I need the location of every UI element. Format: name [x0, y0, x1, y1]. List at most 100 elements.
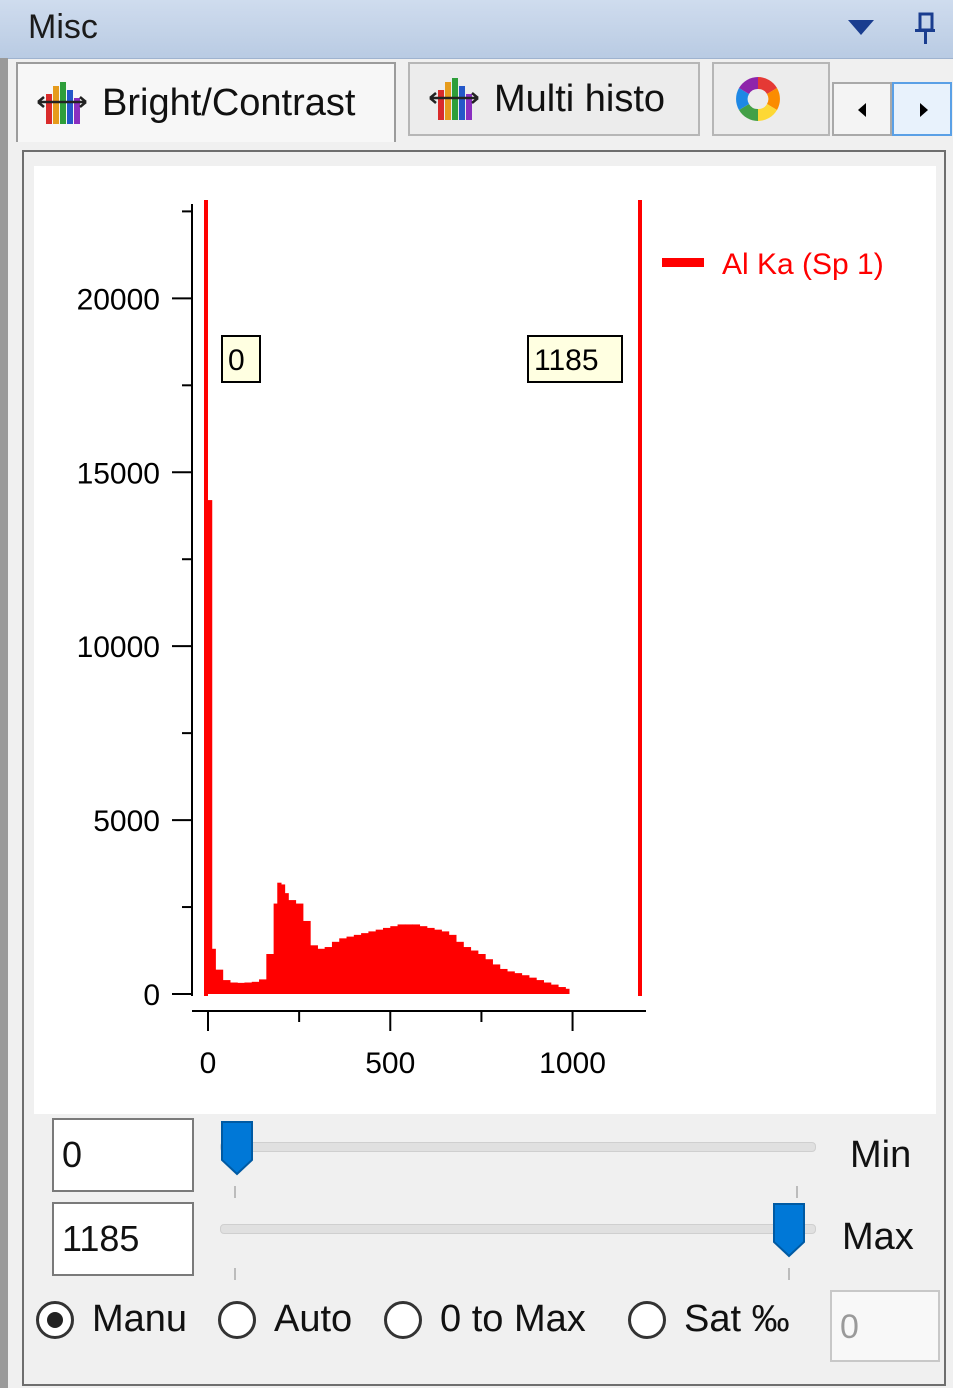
histogram-bar [550, 984, 559, 994]
y-tick-label: 0 [143, 979, 160, 1012]
panel-title: Misc [28, 8, 98, 46]
histogram-bar [215, 969, 224, 994]
radio-label: Sat ‰ [684, 1298, 790, 1340]
histogram-bar [331, 941, 340, 994]
histogram-bar [368, 931, 377, 994]
radio-button[interactable] [218, 1300, 256, 1339]
min-label: Min [850, 1134, 912, 1176]
histogram-bar [302, 920, 311, 994]
legend-label: Al Ka (Sp 1) [722, 248, 884, 281]
max-value-input[interactable]: 1185 [52, 1202, 194, 1276]
histogram-bar [499, 968, 508, 994]
histogram-bar [277, 882, 282, 994]
scroll-right-icon [920, 103, 928, 117]
tab-bright-contrast[interactable]: Bright/Contrast [16, 62, 396, 142]
min-slider-track[interactable] [220, 1142, 816, 1152]
histogram-bar [208, 500, 213, 994]
max-slider-tick [234, 1268, 236, 1280]
radio-auto[interactable]: Auto [218, 1298, 352, 1341]
radio-label: Manu [92, 1298, 188, 1340]
min-marker-text: 0 [228, 344, 245, 377]
radio-button[interactable] [628, 1300, 666, 1339]
tab-label: Multi histo [494, 77, 666, 120]
histogram-bar [222, 980, 231, 994]
dropdown-arrow-icon[interactable] [848, 20, 874, 35]
histogram-bar [419, 926, 428, 994]
histogram-bar [557, 987, 566, 994]
histogram-bar [375, 929, 384, 994]
histogram-bar [397, 924, 406, 994]
max-slider-thumb[interactable] [772, 1202, 806, 1258]
histogram-bar [470, 950, 479, 994]
y-tick-label: 15000 [77, 457, 160, 490]
max-marker-label: 1185 [527, 335, 623, 383]
y-tick-label: 20000 [77, 283, 160, 316]
x-tick-label: 1000 [539, 1047, 606, 1080]
radio-sat-permille[interactable]: Sat ‰ [628, 1298, 790, 1341]
histogram-bar [565, 988, 570, 994]
histogram-bar [280, 884, 286, 994]
histogram-bar [211, 948, 216, 994]
left-edge [0, 58, 8, 1388]
histogram-bar [229, 982, 238, 994]
y-tick-label: 5000 [93, 805, 160, 838]
histogram-bar [404, 924, 413, 994]
color-wheel-icon [736, 77, 780, 121]
histogram-bar [448, 934, 457, 994]
histogram-bar [455, 941, 464, 994]
scroll-right-button[interactable] [892, 82, 952, 136]
tab-color-wheel[interactable] [712, 62, 830, 136]
radio-manu[interactable]: Manu [36, 1298, 187, 1341]
histogram-bar [346, 936, 355, 994]
radio-label: 0 to Max [440, 1298, 586, 1340]
histogram-bar [463, 947, 472, 994]
histogram-bar [426, 927, 435, 994]
tab-multi-histo[interactable]: Multi histo [408, 62, 700, 136]
scroll-left-icon [858, 103, 866, 117]
min-slider-tick [796, 1186, 798, 1198]
x-tick-label: 500 [365, 1047, 415, 1080]
min-slider-tick [234, 1186, 236, 1198]
histogram-bar [295, 903, 304, 994]
legend-swatch [662, 258, 704, 267]
histogram-bar [361, 933, 370, 994]
histogram-bar [237, 982, 246, 994]
histogram-chart: 0 5000 10000 15000 20000 0 500 1000 0 1185 Al … [77, 200, 884, 1080]
histogram-bar [434, 929, 442, 994]
histogram-bar [259, 979, 267, 994]
histogram-bar [324, 947, 333, 994]
y-ticks: 0 5000 10000 15000 20000 [77, 210, 192, 1012]
histogram-bar [506, 971, 515, 994]
radio-button[interactable] [384, 1300, 422, 1339]
histogram-bar [536, 980, 544, 994]
title-bar [0, 0, 953, 59]
histogram-bar [273, 903, 278, 994]
radio-button-checked[interactable] [36, 1300, 74, 1339]
histogram-bar [288, 900, 297, 994]
histogram-bar [353, 934, 362, 994]
sat-value-input[interactable]: 0 [830, 1290, 940, 1362]
histogram-bar [412, 924, 421, 994]
histogram-bar [251, 981, 260, 994]
min-slider-thumb[interactable] [220, 1120, 254, 1176]
pin-icon[interactable] [912, 12, 938, 46]
histogram-bar [382, 927, 391, 994]
x-tick-label: 0 [200, 1047, 217, 1080]
histogram-bar [266, 954, 275, 994]
histogram-bar [543, 982, 552, 994]
scroll-left-button[interactable] [832, 82, 892, 136]
histogram-bar [521, 975, 530, 994]
histogram-bar [528, 977, 537, 994]
x-ticks: 0 500 1000 [200, 1011, 606, 1080]
histogram-icon [429, 78, 479, 120]
histogram-bar [310, 945, 318, 994]
min-value-input[interactable]: 0 [52, 1118, 194, 1192]
histogram-series [208, 500, 570, 994]
histogram-bar [514, 973, 523, 994]
histogram-bar [317, 948, 326, 994]
max-label: Max [842, 1216, 914, 1258]
histogram-bar [284, 893, 289, 994]
histogram-bar [441, 931, 450, 994]
max-slider-track[interactable] [220, 1224, 816, 1234]
radio-0-to-max[interactable]: 0 to Max [384, 1298, 586, 1341]
